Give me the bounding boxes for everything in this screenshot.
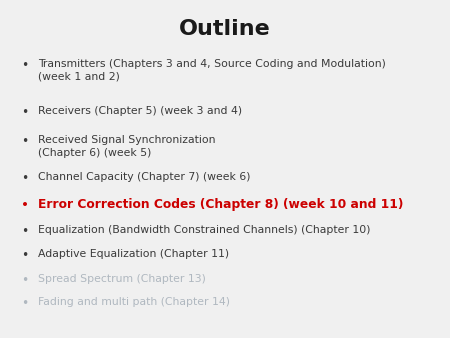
Text: •: • xyxy=(21,135,28,148)
Text: Outline: Outline xyxy=(179,19,271,39)
Text: •: • xyxy=(21,249,28,262)
Text: Channel Capacity (Chapter 7) (week 6): Channel Capacity (Chapter 7) (week 6) xyxy=(38,172,251,183)
Text: Spread Spectrum (Chapter 13): Spread Spectrum (Chapter 13) xyxy=(38,274,206,284)
Text: Adaptive Equalization (Chapter 11): Adaptive Equalization (Chapter 11) xyxy=(38,249,230,260)
Text: •: • xyxy=(21,297,28,310)
Text: •: • xyxy=(21,225,28,238)
Text: Transmitters (Chapters 3 and 4, Source Coding and Modulation)
(week 1 and 2): Transmitters (Chapters 3 and 4, Source C… xyxy=(38,59,386,82)
Text: •: • xyxy=(21,198,29,212)
Text: Fading and multi path (Chapter 14): Fading and multi path (Chapter 14) xyxy=(38,297,230,308)
Text: Receivers (Chapter 5) (week 3 and 4): Receivers (Chapter 5) (week 3 and 4) xyxy=(38,106,243,117)
Text: •: • xyxy=(21,274,28,287)
Text: •: • xyxy=(21,172,28,185)
Text: Error Correction Codes (Chapter 8) (week 10 and 11): Error Correction Codes (Chapter 8) (week… xyxy=(38,198,404,211)
Text: Received Signal Synchronization
(Chapter 6) (week 5): Received Signal Synchronization (Chapter… xyxy=(38,135,216,158)
Text: Equalization (Bandwidth Constrained Channels) (Chapter 10): Equalization (Bandwidth Constrained Chan… xyxy=(38,225,371,235)
Text: •: • xyxy=(21,106,28,119)
Text: •: • xyxy=(21,59,28,72)
